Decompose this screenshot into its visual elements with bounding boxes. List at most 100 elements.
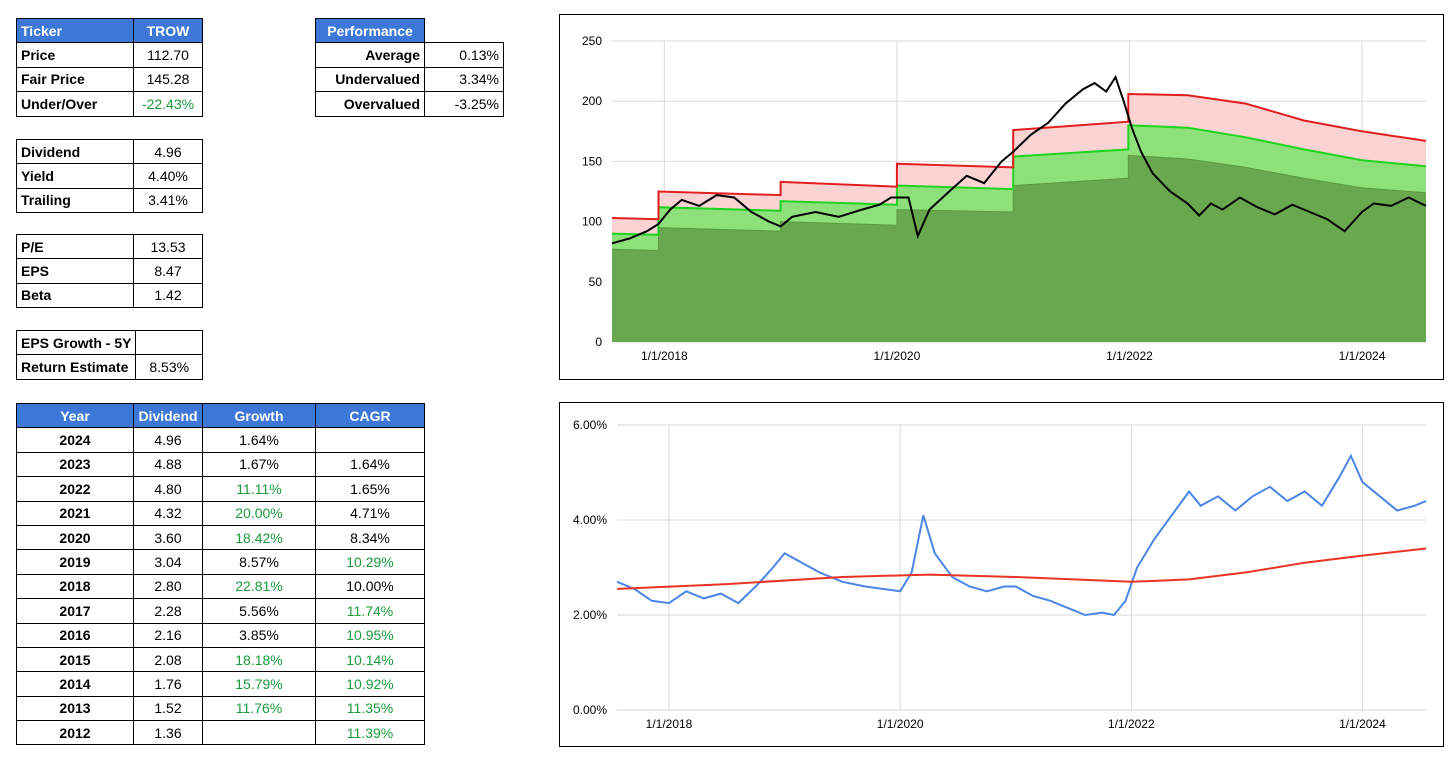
table-row: 2021 4.32 20.00% 4.71% bbox=[16, 500, 425, 526]
trailing-label: Trailing bbox=[16, 187, 134, 214]
dividend-cell: 4.80 bbox=[133, 476, 203, 502]
return-estimate-value: 8.53% bbox=[135, 354, 203, 380]
cagr-cell: 11.39% bbox=[315, 720, 425, 746]
table-row: EPS 8.47 bbox=[16, 258, 203, 284]
table-row: 2024 4.96 1.64% bbox=[16, 427, 425, 453]
cagr-cell: 1.64% bbox=[315, 451, 425, 478]
eps-growth-value bbox=[135, 329, 203, 356]
dividend-cell: 1.52 bbox=[133, 695, 203, 722]
under-over-value: -22.43% bbox=[133, 91, 203, 117]
table-row: 2017 2.28 5.56% 11.74% bbox=[16, 598, 425, 624]
dividend-history-table: Year Dividend Growth CAGR 2024 4.96 1.64% 2… bbox=[16, 402, 425, 746]
y-tick-label: 2.00% bbox=[573, 608, 607, 622]
year-cell: 2023 bbox=[16, 451, 134, 478]
dividend-table: Dividend 4.96 Yield 4.40% Trailing 3.41% bbox=[16, 138, 203, 214]
table-row: 2020 3.60 18.42% 8.34% bbox=[16, 524, 425, 551]
table-row: Price 112.70 bbox=[16, 42, 203, 68]
eps-growth-label: EPS Growth - 5Y bbox=[15, 329, 137, 356]
growth-cell: 1.64% bbox=[202, 427, 316, 453]
table-row: Dividend 4.96 bbox=[16, 138, 203, 165]
y-tick-label: 6.00% bbox=[573, 418, 607, 432]
pe-value: 13.53 bbox=[133, 233, 203, 260]
dividend-cell: 4.32 bbox=[133, 500, 203, 526]
table-row: Trailing 3.41% bbox=[16, 187, 203, 214]
undervalued-label: Undervalued bbox=[315, 66, 425, 93]
dividend-cell: 1.36 bbox=[133, 720, 203, 746]
yield-line bbox=[616, 453, 1427, 617]
growth-cell: 1.67% bbox=[202, 451, 316, 478]
year-cell: 2018 bbox=[16, 573, 134, 600]
table-row: 2019 3.04 8.57% 10.29% bbox=[16, 549, 425, 575]
growth-cell: 22.81% bbox=[202, 573, 316, 600]
x-tick-label: 1/1/2024 bbox=[1339, 349, 1386, 363]
table-row: Beta 1.42 bbox=[16, 282, 203, 309]
cagr-cell: 11.74% bbox=[315, 598, 425, 624]
x-tick-label: 1/1/2018 bbox=[646, 717, 693, 731]
growth-cell: 15.79% bbox=[202, 671, 316, 697]
table-row: 2016 2.16 3.85% 10.95% bbox=[16, 622, 425, 648]
cagr-cell bbox=[315, 427, 425, 453]
x-tick-label: 1/1/2020 bbox=[874, 349, 921, 363]
eps-label: EPS bbox=[16, 258, 134, 284]
y-tick-label: 100 bbox=[582, 215, 602, 229]
growth-cell: 3.85% bbox=[202, 622, 316, 648]
under-over-label: Under/Over bbox=[16, 91, 134, 117]
price-chart: 0 50 100 150 200 250 1/1/2018 1/1/2020 1/1/2022 1… bbox=[559, 14, 1444, 380]
table-row: 2022 4.80 11.11% 1.65% bbox=[16, 476, 425, 502]
fair-price-value: 145.28 bbox=[133, 66, 203, 93]
dividend-cell: 4.96 bbox=[133, 427, 203, 453]
overvalued-value: -3.25% bbox=[424, 91, 504, 117]
overvalued-line bbox=[611, 92, 1427, 221]
dividend-cell: 2.08 bbox=[133, 646, 203, 673]
table-row: Under/Over -22.43% bbox=[16, 91, 203, 117]
y-tick-label: 200 bbox=[582, 94, 602, 108]
history-body: 2024 4.96 1.64% 2023 4.88 1.67% 1.64% 2022 4.80 1… bbox=[16, 427, 425, 746]
year-cell: 2013 bbox=[16, 695, 134, 722]
table-header-row: Year Dividend Growth CAGR bbox=[16, 402, 425, 429]
table-row: Performance bbox=[315, 17, 504, 44]
eps-value: 8.47 bbox=[133, 258, 203, 284]
table-row: 2013 1.52 11.76% 11.35% bbox=[16, 695, 425, 722]
year-header: Year bbox=[16, 402, 134, 429]
ticker-table: Ticker TROW Price 112.70 Fair Price 145.… bbox=[16, 17, 203, 117]
table-row: 2018 2.80 22.81% 10.00% bbox=[16, 573, 425, 600]
dividend-header: Dividend bbox=[133, 402, 203, 429]
table-row: Yield 4.40% bbox=[16, 163, 203, 189]
year-cell: 2017 bbox=[16, 598, 134, 624]
table-row: Average 0.13% bbox=[315, 42, 504, 68]
average-label: Average bbox=[315, 42, 425, 68]
x-tick-label: 1/1/2022 bbox=[1108, 717, 1155, 731]
price-value: 112.70 bbox=[133, 42, 203, 68]
y-tick-label: 4.00% bbox=[573, 513, 607, 527]
dividend-cell: 3.60 bbox=[133, 524, 203, 551]
price-chart-svg: 0 50 100 150 200 250 1/1/2018 1/1/2020 1/1/2022 1… bbox=[582, 34, 1427, 363]
year-cell: 2016 bbox=[16, 622, 134, 648]
return-estimate-label: Return Estimate bbox=[15, 354, 137, 380]
table-row: 2014 1.76 15.79% 10.92% bbox=[16, 671, 425, 697]
undervalued-area bbox=[612, 155, 1426, 342]
table-row: Fair Price 145.28 bbox=[16, 66, 203, 93]
overvalued-band bbox=[612, 94, 1426, 235]
yield-chart-svg: 0.00% 2.00% 4.00% 6.00% 1/1/2018 1/1/2020 1/1/… bbox=[573, 418, 1427, 731]
y-tick-label: 0.00% bbox=[573, 703, 607, 717]
valuation-table: P/E 13.53 EPS 8.47 Beta 1.42 bbox=[16, 233, 203, 309]
x-tick-label: 1/1/2018 bbox=[641, 349, 688, 363]
year-cell: 2021 bbox=[16, 500, 134, 526]
cagr-cell: 4.71% bbox=[315, 500, 425, 526]
dividend-cell: 2.16 bbox=[133, 622, 203, 648]
growth-cell: 5.56% bbox=[202, 598, 316, 624]
cagr-cell: 8.34% bbox=[315, 524, 425, 551]
growth-cell: 18.42% bbox=[202, 524, 316, 551]
cagr-cell: 10.29% bbox=[315, 549, 425, 575]
table-row: Return Estimate 8.53% bbox=[15, 354, 203, 380]
growth-cell: 11.11% bbox=[202, 476, 316, 502]
table-row: Overvalued -3.25% bbox=[315, 91, 504, 117]
table-row: Undervalued 3.34% bbox=[315, 66, 504, 93]
year-cell: 2020 bbox=[16, 524, 134, 551]
average-value: 0.13% bbox=[424, 42, 504, 68]
growth-header: Growth bbox=[202, 402, 316, 429]
dividend-cell: 2.80 bbox=[133, 573, 203, 600]
growth-table: EPS Growth - 5Y Return Estimate 8.53% bbox=[15, 329, 203, 380]
fair-value-line bbox=[611, 124, 1427, 236]
y-tick-label: 150 bbox=[582, 154, 602, 168]
